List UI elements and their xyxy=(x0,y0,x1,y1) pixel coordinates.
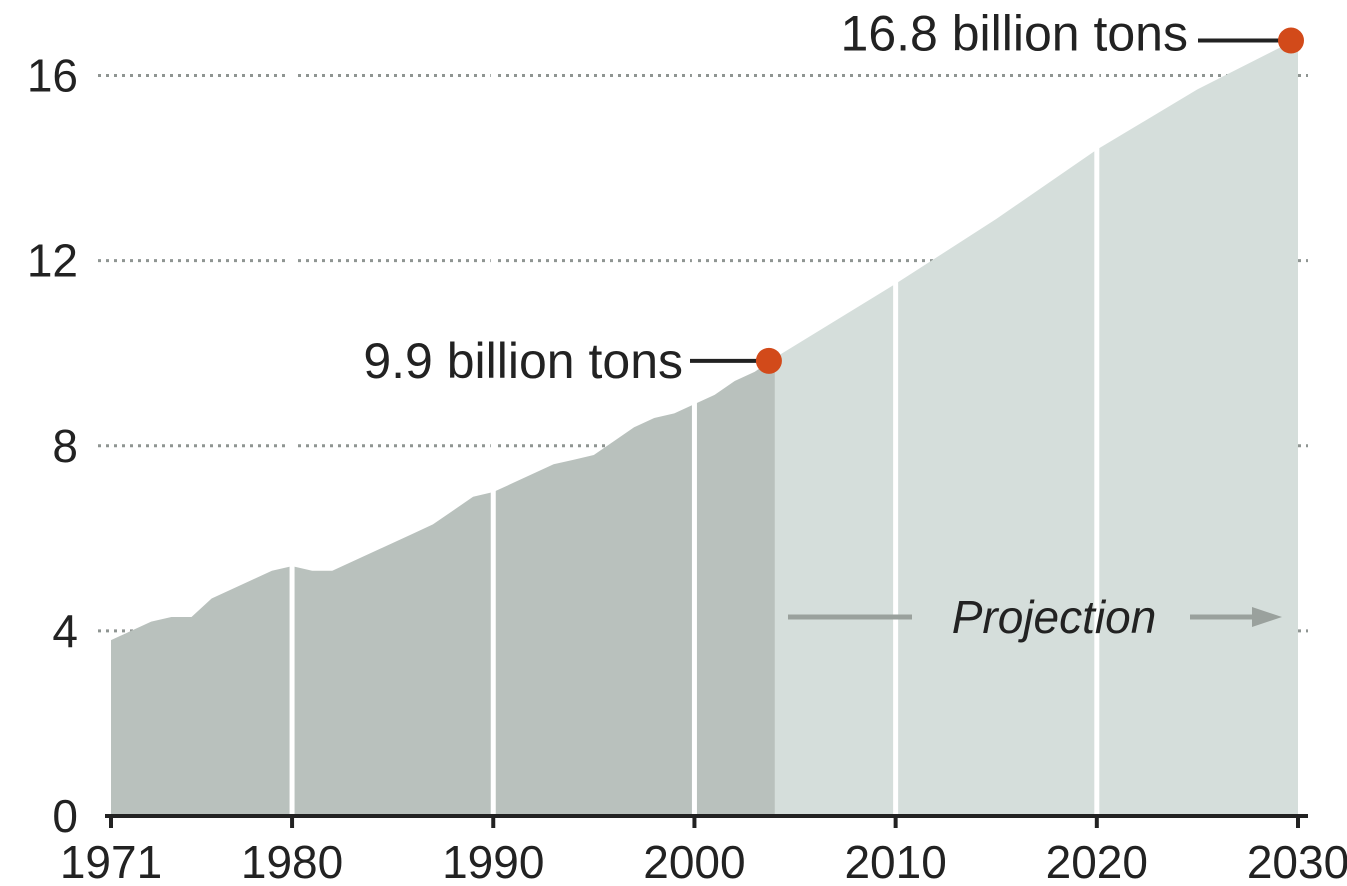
y-tick-label-12: 12 xyxy=(27,235,78,287)
annotation-2004-marker xyxy=(755,347,782,374)
x-tick-label-2000: 2000 xyxy=(643,836,745,886)
projection-indicator: Projection xyxy=(788,591,1282,643)
projection-label: Projection xyxy=(952,591,1157,643)
y-tick-label-16: 16 xyxy=(27,50,78,102)
x-tick-label-1971: 1971 xyxy=(60,836,162,886)
y-tick-label-8: 8 xyxy=(52,420,78,472)
annotation-2004: 9.9 billion tons xyxy=(363,333,782,389)
x-tick-label-1990: 1990 xyxy=(442,836,544,886)
annotations: 9.9 billion tons 16.8 billion tons xyxy=(363,6,1304,389)
annotation-2030-marker xyxy=(1278,27,1304,54)
x-tick-label-2020: 2020 xyxy=(1046,836,1148,886)
projection-area xyxy=(774,38,1298,816)
annotation-2030-label: 16.8 billion tons xyxy=(841,6,1188,62)
y-tick-label-0: 0 xyxy=(52,790,78,842)
decade-separators xyxy=(289,20,1100,816)
historical-area xyxy=(111,357,775,816)
projection-arrowhead xyxy=(1252,607,1282,627)
annotation-2030: 16.8 billion tons xyxy=(841,6,1304,62)
x-tick-label-2010: 2010 xyxy=(844,836,946,886)
x-axis-ticks: 1971 1980 1990 2000 2010 2020 2030 xyxy=(60,816,1347,886)
y-axis-ticks: 0 4 8 12 16 xyxy=(27,50,78,842)
x-tick-label-1980: 1980 xyxy=(241,836,343,886)
y-tick-label-4: 4 xyxy=(52,605,78,657)
annotation-2004-label: 9.9 billion tons xyxy=(363,333,683,389)
x-tick-label-2030: 2030 xyxy=(1247,836,1347,886)
